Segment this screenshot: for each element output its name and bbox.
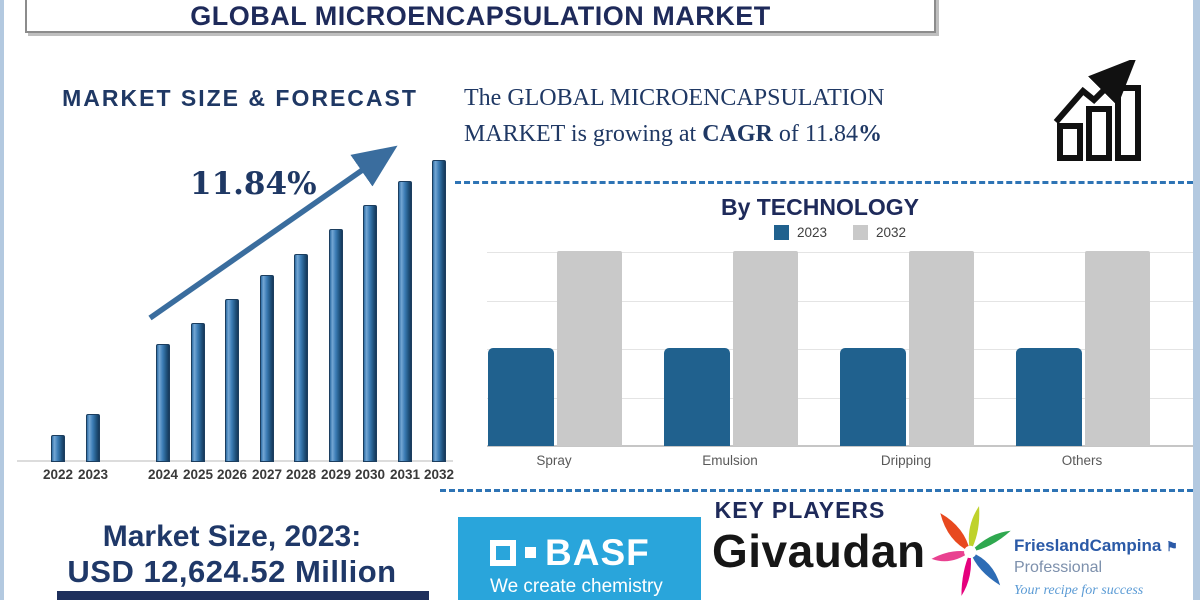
separator-dashed-top <box>455 181 1193 184</box>
forecast-bar-2025 <box>191 323 205 462</box>
forecast-cagr-label: 11.84% <box>190 166 317 202</box>
market-size-line2: USD 12,624.52 Million <box>67 554 397 590</box>
tech-bar-2023-emulsion <box>664 348 730 446</box>
basf-dot-icon <box>525 547 536 558</box>
forecast-bar-2026 <box>225 299 239 462</box>
legend-swatch-2032 <box>853 225 868 240</box>
technology-chart-title: By TECHNOLOGY <box>720 194 920 220</box>
summary-percent-sign: % <box>858 121 882 147</box>
cagr-summary-text: The GLOBAL MICROENCAPSULATION MARKET is … <box>464 80 989 152</box>
forecast-chart-title: MARKET SIZE & FORECAST <box>62 85 418 111</box>
forecast-year-label: 2026 <box>216 467 248 482</box>
tech-category-label: Dripping <box>880 453 932 468</box>
legend-label-2023: 2023 <box>796 225 827 240</box>
forecast-year-label: 2028 <box>285 467 317 482</box>
technology-chart <box>487 251 1193 447</box>
summary-cagr-word: CAGR <box>702 121 773 147</box>
basf-logo-row: BASF <box>490 534 701 571</box>
forecast-year-label: 2031 <box>389 467 421 482</box>
frieslandcampina-name: FrieslandCampina <box>1014 536 1162 555</box>
forecast-bar-2028 <box>294 254 308 462</box>
frieslandcampina-tagline: Your recipe for success <box>1014 583 1144 598</box>
summary-prefix: The GLOBAL MICROENCAPSULATION MARKET is … <box>464 85 885 147</box>
page-border-left <box>0 0 4 600</box>
market-size-line1: Market Size, 2023: <box>102 520 362 553</box>
forecast-bar-2023 <box>86 414 100 462</box>
summary-cagr-value: 11.84 <box>804 121 858 147</box>
forecast-year-label: 2024 <box>147 467 179 482</box>
separator-dashed-bottom <box>440 489 1193 492</box>
forecast-year-label: 2022 <box>42 467 74 482</box>
givaudan-logo: Givaudan <box>712 525 926 577</box>
frieslandcampina-division: Professional <box>1014 559 1103 576</box>
technology-legend: 2023 2032 <box>487 225 1193 240</box>
forecast-bar-2031 <box>398 181 412 462</box>
tech-bar-2023-others <box>1016 348 1082 446</box>
tech-category-label: Others <box>1061 453 1103 468</box>
forecast-bar-2024 <box>156 344 170 462</box>
key-players-title: KEY PLAYERS <box>714 497 886 523</box>
legend-item-2023: 2023 <box>773 225 827 240</box>
basf-wordmark: BASF <box>545 532 650 573</box>
forecast-bar-2030 <box>363 205 377 462</box>
tech-category-label: Emulsion <box>702 453 758 468</box>
header-box: GLOBAL MICROENCAPSULATION MARKET <box>25 0 936 33</box>
forecast-year-label: 2025 <box>182 467 214 482</box>
gridline <box>487 301 1193 302</box>
tech-bar-2032-spray <box>557 251 622 446</box>
frieslandcampina-wordmark: FrieslandCampina ⚑ <box>1014 536 1194 556</box>
basf-logo: BASF We create chemistry <box>458 517 701 600</box>
frieslandcampina-star-icon <box>931 506 1011 596</box>
market-size-callout: Market Size, 2023: USD 12,624.52 Million <box>20 519 444 591</box>
basf-square-icon <box>490 539 516 566</box>
forecast-year-label: 2027 <box>251 467 283 482</box>
tech-bar-2023-spray <box>488 348 554 446</box>
frieslandcampina-logo: FrieslandCampina ⚑ Professional Your rec… <box>1014 536 1194 599</box>
tech-bar-2032-others <box>1085 251 1150 446</box>
legend-item-2032: 2032 <box>853 225 906 240</box>
market-size-underline <box>57 591 429 600</box>
forecast-year-label: 2023 <box>77 467 109 482</box>
forecast-year-label: 2029 <box>320 467 352 482</box>
growth-chart-icon <box>1053 60 1141 161</box>
technology-category-labels: Spray Emulsion Dripping Others <box>0 453 1200 473</box>
forecast-chart: 2022 2023 2024 2025 2026 2027 2028 2029 2030 2031… <box>17 130 454 490</box>
gridline <box>487 252 1193 253</box>
forecast-bar-2027 <box>260 275 274 462</box>
summary-mid: of <box>772 121 805 147</box>
growth-trend-arrow-icon <box>148 145 398 321</box>
tech-bar-2032-emulsion <box>733 251 798 446</box>
legend-swatch-2023 <box>773 225 789 240</box>
tech-category-label: Spray <box>536 453 572 468</box>
basf-tagline: We create chemistry <box>490 576 663 597</box>
technology-axis-line <box>487 445 1193 447</box>
forecast-bar-2032 <box>432 160 446 462</box>
forecast-year-label: 2030 <box>354 467 386 482</box>
page-title: GLOBAL MICROENCAPSULATION MARKET <box>190 1 771 31</box>
page-border-right <box>1193 0 1200 600</box>
forecast-bar-2029 <box>329 229 343 462</box>
legend-label-2032: 2032 <box>876 225 907 240</box>
flag-icon: ⚑ <box>1166 539 1178 554</box>
forecast-year-label: 2032 <box>423 467 455 482</box>
tech-bar-2032-dripping <box>909 251 974 446</box>
tech-bar-2023-dripping <box>840 348 906 446</box>
forecast-bar-2022 <box>51 435 65 462</box>
